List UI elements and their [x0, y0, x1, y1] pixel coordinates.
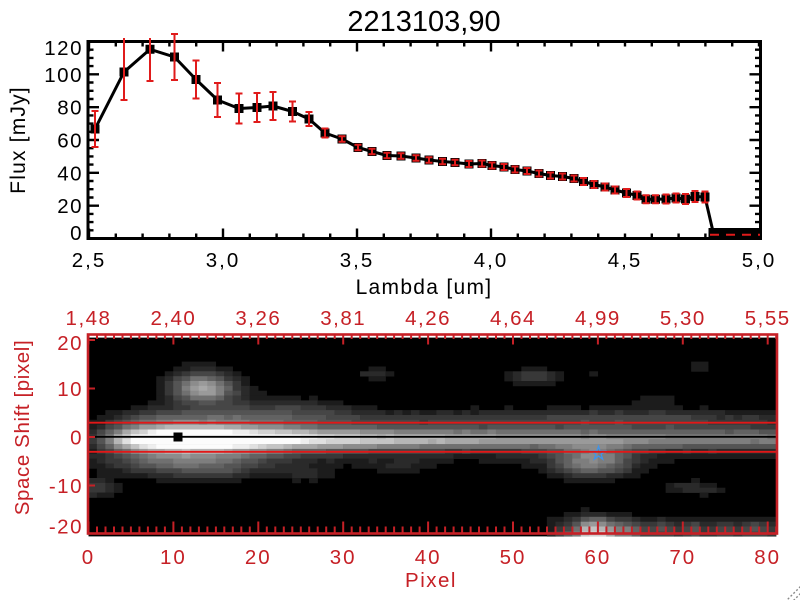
- svg-text:Lambda [um]: Lambda [um]: [356, 276, 493, 299]
- svg-text:60: 60: [57, 130, 83, 153]
- svg-text:2,40: 2,40: [150, 307, 196, 330]
- svg-text:3,5: 3,5: [340, 249, 375, 272]
- svg-text:3,26: 3,26: [235, 307, 281, 330]
- svg-text:40: 40: [415, 546, 442, 569]
- svg-text:4,99: 4,99: [575, 307, 621, 330]
- svg-text:5,30: 5,30: [660, 307, 706, 330]
- svg-text:Space Shift [pixel]: Space Shift [pixel]: [11, 340, 34, 516]
- svg-text:50: 50: [500, 546, 527, 569]
- svg-text:70: 70: [669, 546, 696, 569]
- svg-text:4,5: 4,5: [608, 249, 643, 272]
- svg-text:5,55: 5,55: [745, 307, 791, 330]
- svg-text:4,0: 4,0: [474, 249, 509, 272]
- svg-text:10: 10: [57, 378, 83, 401]
- svg-text:-20: -20: [49, 516, 83, 539]
- svg-text:10: 10: [160, 546, 187, 569]
- svg-text:2,5: 2,5: [72, 249, 107, 272]
- svg-text:40: 40: [57, 162, 83, 185]
- svg-text:20: 20: [57, 332, 83, 355]
- svg-text:2213103,90: 2213103,90: [347, 6, 500, 38]
- svg-text:0: 0: [70, 427, 83, 450]
- svg-text:80: 80: [57, 97, 83, 120]
- svg-text:20: 20: [245, 546, 272, 569]
- svg-text:4,26: 4,26: [405, 307, 451, 330]
- svg-text:30: 30: [330, 546, 357, 569]
- svg-text:0: 0: [70, 222, 83, 245]
- svg-text:0: 0: [82, 546, 95, 569]
- svg-text:3,81: 3,81: [320, 307, 366, 330]
- svg-text:60: 60: [584, 546, 611, 569]
- svg-text:1,48: 1,48: [66, 307, 112, 330]
- svg-text:Pixel: Pixel: [405, 569, 457, 592]
- svg-text:5,0: 5,0: [742, 249, 777, 272]
- svg-text:20: 20: [57, 195, 83, 218]
- svg-text:120: 120: [44, 37, 83, 60]
- svg-text:Flux [mJy]: Flux [mJy]: [7, 86, 30, 194]
- svg-text:80: 80: [754, 546, 781, 569]
- svg-text:4,64: 4,64: [490, 307, 536, 330]
- svg-text:3,0: 3,0: [206, 249, 241, 272]
- svg-text:-10: -10: [49, 475, 83, 498]
- svg-text:100: 100: [44, 64, 83, 87]
